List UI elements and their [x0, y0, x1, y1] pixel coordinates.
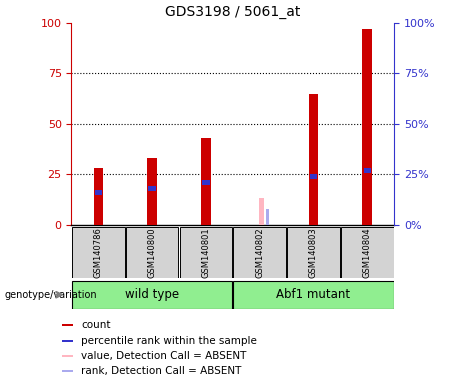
- Bar: [287, 227, 340, 278]
- Bar: [94, 168, 103, 225]
- Bar: [62, 324, 73, 326]
- Text: count: count: [81, 320, 110, 330]
- Bar: [179, 227, 232, 278]
- Text: GSM140786: GSM140786: [94, 227, 103, 278]
- Text: GSM140802: GSM140802: [255, 227, 264, 278]
- Bar: [62, 339, 73, 341]
- Bar: [201, 138, 211, 225]
- Bar: [148, 186, 156, 191]
- Bar: [364, 168, 371, 173]
- Text: percentile rank within the sample: percentile rank within the sample: [81, 336, 257, 346]
- Text: value, Detection Call = ABSENT: value, Detection Call = ABSENT: [81, 351, 246, 361]
- Text: wild type: wild type: [125, 288, 179, 301]
- Bar: [202, 180, 210, 185]
- Bar: [62, 371, 73, 372]
- Text: GSM140804: GSM140804: [363, 227, 372, 278]
- Text: GSM140800: GSM140800: [148, 227, 157, 278]
- Bar: [310, 174, 317, 179]
- Bar: [260, 199, 264, 225]
- Text: Abf1 mutant: Abf1 mutant: [277, 288, 350, 301]
- Bar: [309, 94, 318, 225]
- Bar: [148, 158, 157, 225]
- Title: GDS3198 / 5061_at: GDS3198 / 5061_at: [165, 5, 301, 19]
- Bar: [233, 227, 286, 278]
- Bar: [72, 281, 232, 309]
- Text: genotype/variation: genotype/variation: [5, 290, 97, 300]
- Bar: [341, 227, 394, 278]
- Bar: [362, 29, 372, 225]
- Bar: [62, 355, 73, 357]
- Text: GSM140803: GSM140803: [309, 227, 318, 278]
- Text: rank, Detection Call = ABSENT: rank, Detection Call = ABSENT: [81, 366, 241, 376]
- Text: GSM140801: GSM140801: [201, 227, 210, 278]
- Bar: [72, 227, 124, 278]
- Bar: [95, 190, 102, 195]
- Bar: [233, 281, 394, 309]
- Bar: [266, 209, 269, 225]
- Bar: [126, 227, 178, 278]
